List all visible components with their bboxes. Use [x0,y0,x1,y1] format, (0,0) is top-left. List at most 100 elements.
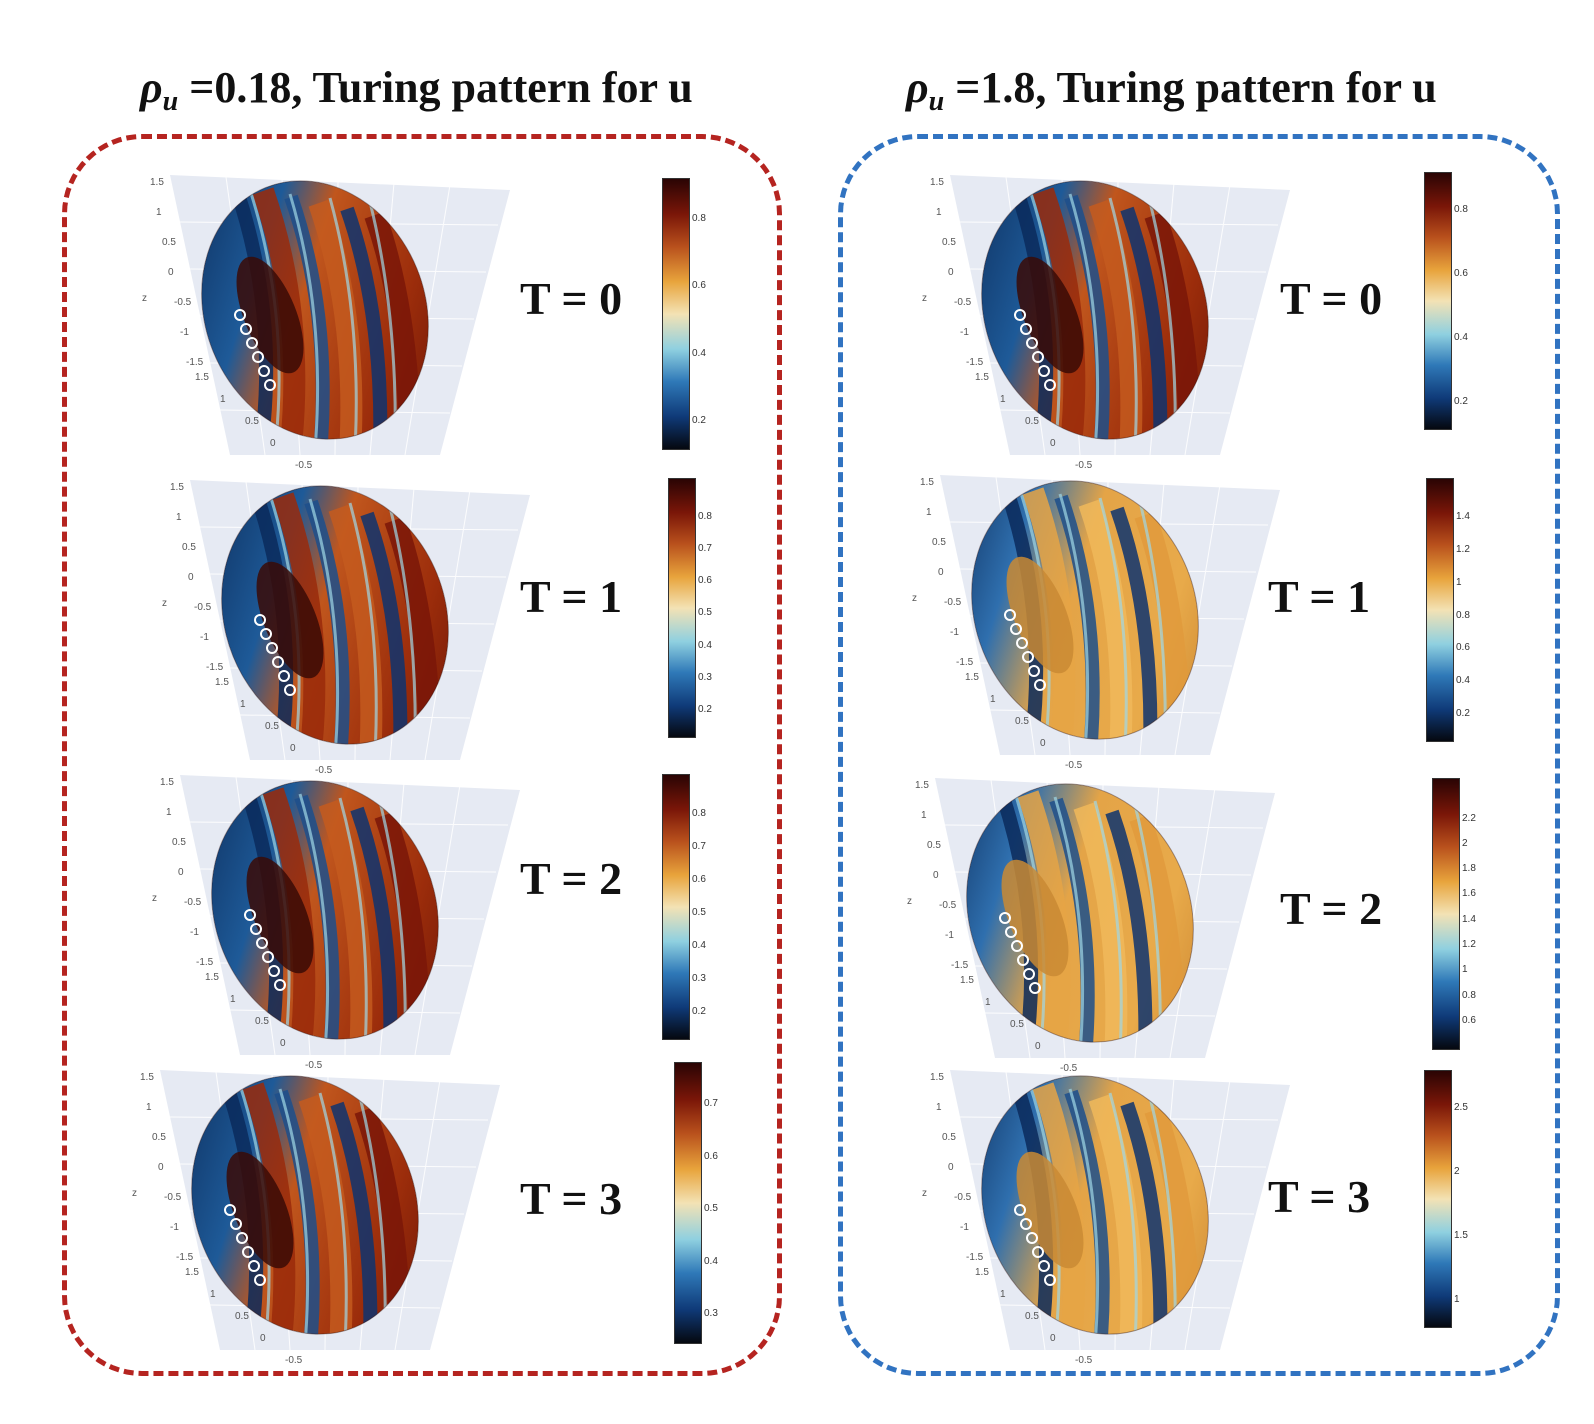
y-axis-tick-label: 1.5 [185,1267,199,1278]
y-axis-tick-label: 0.5 [265,721,279,732]
left-group-frame [62,134,782,1376]
z-axis-tick-label: 0.5 [172,837,186,848]
z-axis-tick-label: 0 [948,1162,954,1173]
z-axis-label: z [162,598,167,609]
y-axis-tick-label: -0.5 [305,1060,323,1071]
z-axis-tick-label: -0.5 [954,1192,972,1203]
y-axis-tick-label: 1.5 [975,1267,989,1278]
z-axis-label: z [912,593,917,604]
z-axis-tick-label: -1.5 [966,357,984,368]
colorbar-tick-label: 0.8 [1454,204,1468,216]
z-axis-tick-label: 1.5 [140,1072,154,1083]
z-axis-tick-label: -1 [170,1222,179,1233]
right-title-rho: ρ [906,63,929,112]
colorbar-tick-label: 1.6 [1462,888,1476,900]
torus-plot-panel: 1.5 1 0.5 0 -0.5 -1 -1.5 z 1.5 1 0.5 0 -0.5 [910,465,1310,771]
torus-plot-panel: 1.5 1 0.5 0 -0.5 -1 -1.5 z 1.5 1 0.5 0 -0.5 [920,1060,1320,1366]
left-title-subscript: u [162,86,179,117]
colorbar-tick-label: 0.2 [698,704,712,716]
colorbar-tick-label: 0.6 [698,575,712,587]
z-axis-tick-label: 1 [921,810,927,821]
z-axis-tick-label: 0 [188,572,194,583]
z-axis-label: z [142,293,147,304]
colorbar-tick-label: 0.3 [692,972,706,984]
colorbar [674,1062,702,1344]
y-axis-tick-label: 1 [1000,394,1006,405]
y-axis-tick-label: 1 [240,699,246,710]
z-axis-tick-label: 0 [933,870,939,881]
y-axis-tick-label: -0.5 [1075,460,1093,471]
y-axis-tick-label: 1 [985,997,991,1008]
z-axis-tick-label: 0 [168,267,174,278]
colorbar-tick-label: 0.6 [1456,642,1470,654]
z-axis-tick-label: -0.5 [944,597,962,608]
left-title-rho: ρ [140,63,163,112]
z-axis-tick-label: 0 [948,267,954,278]
colorbar-tick-label: 0.7 [692,840,706,852]
time-label: T = 0 [520,273,623,324]
z-axis-tick-label: 1.5 [930,177,944,188]
colorbar-tick-label: 1.5 [1454,1230,1468,1242]
z-axis-label: z [152,893,157,904]
colorbar-tick-label: 1 [1454,1294,1460,1306]
z-axis-tick-label: -0.5 [954,297,972,308]
z-axis-tick-label: -0.5 [939,900,957,911]
y-axis-tick-label: 0 [1040,738,1046,749]
z-axis-tick-label: -1.5 [186,357,204,368]
z-axis-tick-label: -1 [200,632,209,643]
colorbar-tick-label: 0.6 [692,280,706,291]
z-axis-tick-label: -1.5 [196,957,214,968]
z-axis-tick-label: -1.5 [176,1252,194,1263]
z-axis-tick-label: 0.5 [927,840,941,851]
colorbar-tick-label: 0.8 [1456,609,1470,621]
y-axis-tick-label: 1 [1000,1289,1006,1300]
colorbar-tick-label: 0.8 [1462,989,1476,1001]
left-title-text: =0.18, Turing pattern for u [178,63,693,112]
z-axis-tick-label: 1.5 [160,777,174,788]
y-axis-tick-label: 0.5 [1015,716,1029,727]
y-axis-tick-label: 0 [260,1333,266,1344]
colorbar-tick-label: 1.8 [1462,863,1476,875]
z-axis-tick-label: -0.5 [184,897,202,908]
z-axis-tick-label: 1 [936,207,942,218]
colorbar-tick-label: 0.8 [698,510,712,522]
time-label: T = 2 [520,853,623,904]
z-axis-tick-label: -1 [960,1222,969,1233]
colorbar-tick-label: 0.6 [1454,268,1468,280]
colorbar-tick-label: 0.4 [692,347,706,359]
torus-plot-svg: 1.5 1 0.5 0 -0.5 -1 -1.5 z 1.5 1 0.5 0 -0.5 [142,175,510,471]
colorbar-tick-label: 0.6 [704,1150,718,1162]
colorbar-tick-label: 1 [1456,576,1462,588]
y-axis-tick-label: 1.5 [215,677,229,688]
torus-plot-svg: 1.5 1 0.5 0 -0.5 -1 -1.5 z 1.5 1 0.5 0 -0.5 [922,175,1290,471]
colorbar [1426,478,1454,742]
y-axis-tick-label: 0.5 [255,1016,269,1027]
y-axis-tick-label: 0 [280,1038,286,1049]
colorbar-tick-label: 2 [1462,837,1468,849]
z-axis-tick-label: 1.5 [920,477,934,488]
colorbar-tick-label: 1.4 [1456,511,1470,523]
colorbar-tick-label: 0.7 [698,542,712,554]
z-axis-tick-label: 0.5 [932,537,946,548]
z-axis-label: z [922,293,927,304]
time-label: T = 3 [520,1173,623,1224]
torus-plot-panel: 1.5 1 0.5 0 -0.5 -1 -1.5 z 1.5 1 0.5 0 -0.5 [905,768,1305,1074]
z-axis-tick-label: 1 [176,512,182,523]
y-axis-tick-label: 0.5 [245,416,259,427]
y-axis-tick-label: 0 [1050,1333,1056,1344]
colorbar-tick-label: 0.7 [704,1098,718,1109]
y-axis-tick-label: -0.5 [285,1355,303,1366]
z-axis-tick-label: 1 [936,1102,942,1113]
z-axis-tick-label: -1 [180,327,189,338]
torus-surface [981,180,1209,457]
colorbar-tick-label: 0.4 [1456,675,1470,687]
z-axis-tick-label: 1.5 [170,482,184,493]
y-axis-tick-label: 1 [230,994,236,1005]
right-title: ρu =1.8, Turing pattern for u [906,62,1437,118]
colorbar-tick-label: 0.2 [1454,396,1468,408]
colorbar-tick-label: 0.6 [692,873,706,885]
colorbar-tick-label: 0.2 [1456,707,1470,719]
y-axis-tick-label: -0.5 [295,460,313,471]
z-axis-tick-label: 0 [178,867,184,878]
colorbar-tick-label: 0.4 [698,639,712,651]
